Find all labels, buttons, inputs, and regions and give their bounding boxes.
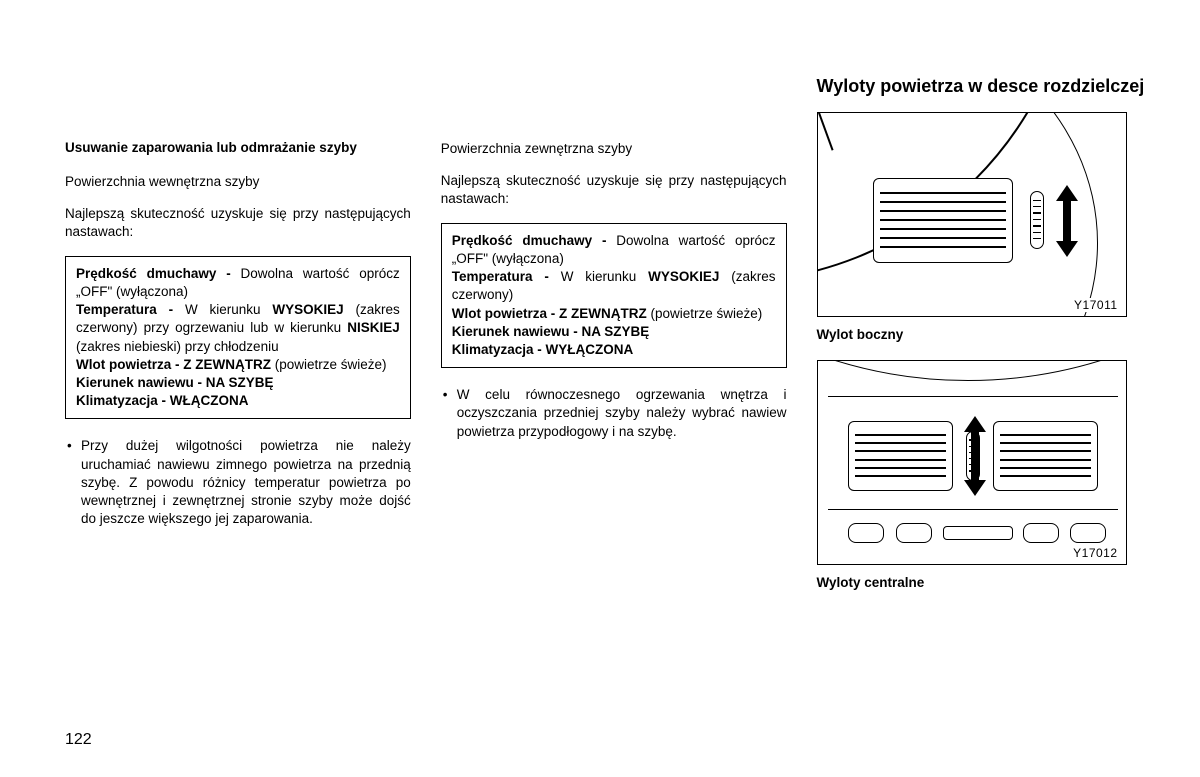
figure-code-2: Y17012 [1071,546,1119,560]
text-surface-outer: Powierzchnia zewnętrzna szyby [441,140,787,158]
bullet-heating: W celu równoczesnego ogrzewania wnętrza … [441,386,787,441]
text-surface-inner: Powierzchnia wewnętrzna szyby [65,173,411,191]
caption-center-vents: Wyloty centralne [817,575,1145,590]
text-best-settings-1: Najlepszą skuteczność uzyskuje się przy … [65,205,411,241]
column-right: Wyloty powietrza w desce rozdzielczej Y1… [817,75,1145,608]
text-best-settings-2: Najlepszą skuteczność uzyskuje się przy … [441,172,787,208]
figure-code-1: Y17011 [1072,298,1119,312]
settings-box-2: Prędkość dmuchawy - Dowolna wartość opró… [441,223,787,369]
settings-box-1: Prędkość dmuchawy - Dowolna wartość opró… [65,256,411,420]
column-middle: Powierzchnia zewnętrzna szyby Najlepszą … [441,75,787,608]
bullet-list-1: Przy dużej wilgotności powietrza nie nal… [65,437,411,528]
caption-side-vent: Wylot boczny [817,327,1145,342]
figure-center-vents: Y17012 [817,360,1127,565]
bullet-humidity: Przy dużej wilgotności powietrza nie nal… [65,437,411,528]
subheading-defog: Usuwanie zaparowania lub odmrażanie szyb… [65,140,411,155]
page-number: 122 [65,731,92,749]
arrow-updown-icon [1056,185,1078,257]
bullet-list-2: W celu równoczesnego ogrzewania wnętrza … [441,386,787,441]
arrow-updown-icon [964,416,986,496]
section-title-vents: Wyloty powietrza w desce rozdzielczej [817,75,1145,98]
column-left: Usuwanie zaparowania lub odmrażanie szyb… [65,75,411,608]
figure-side-vent: Y17011 [817,112,1127,317]
